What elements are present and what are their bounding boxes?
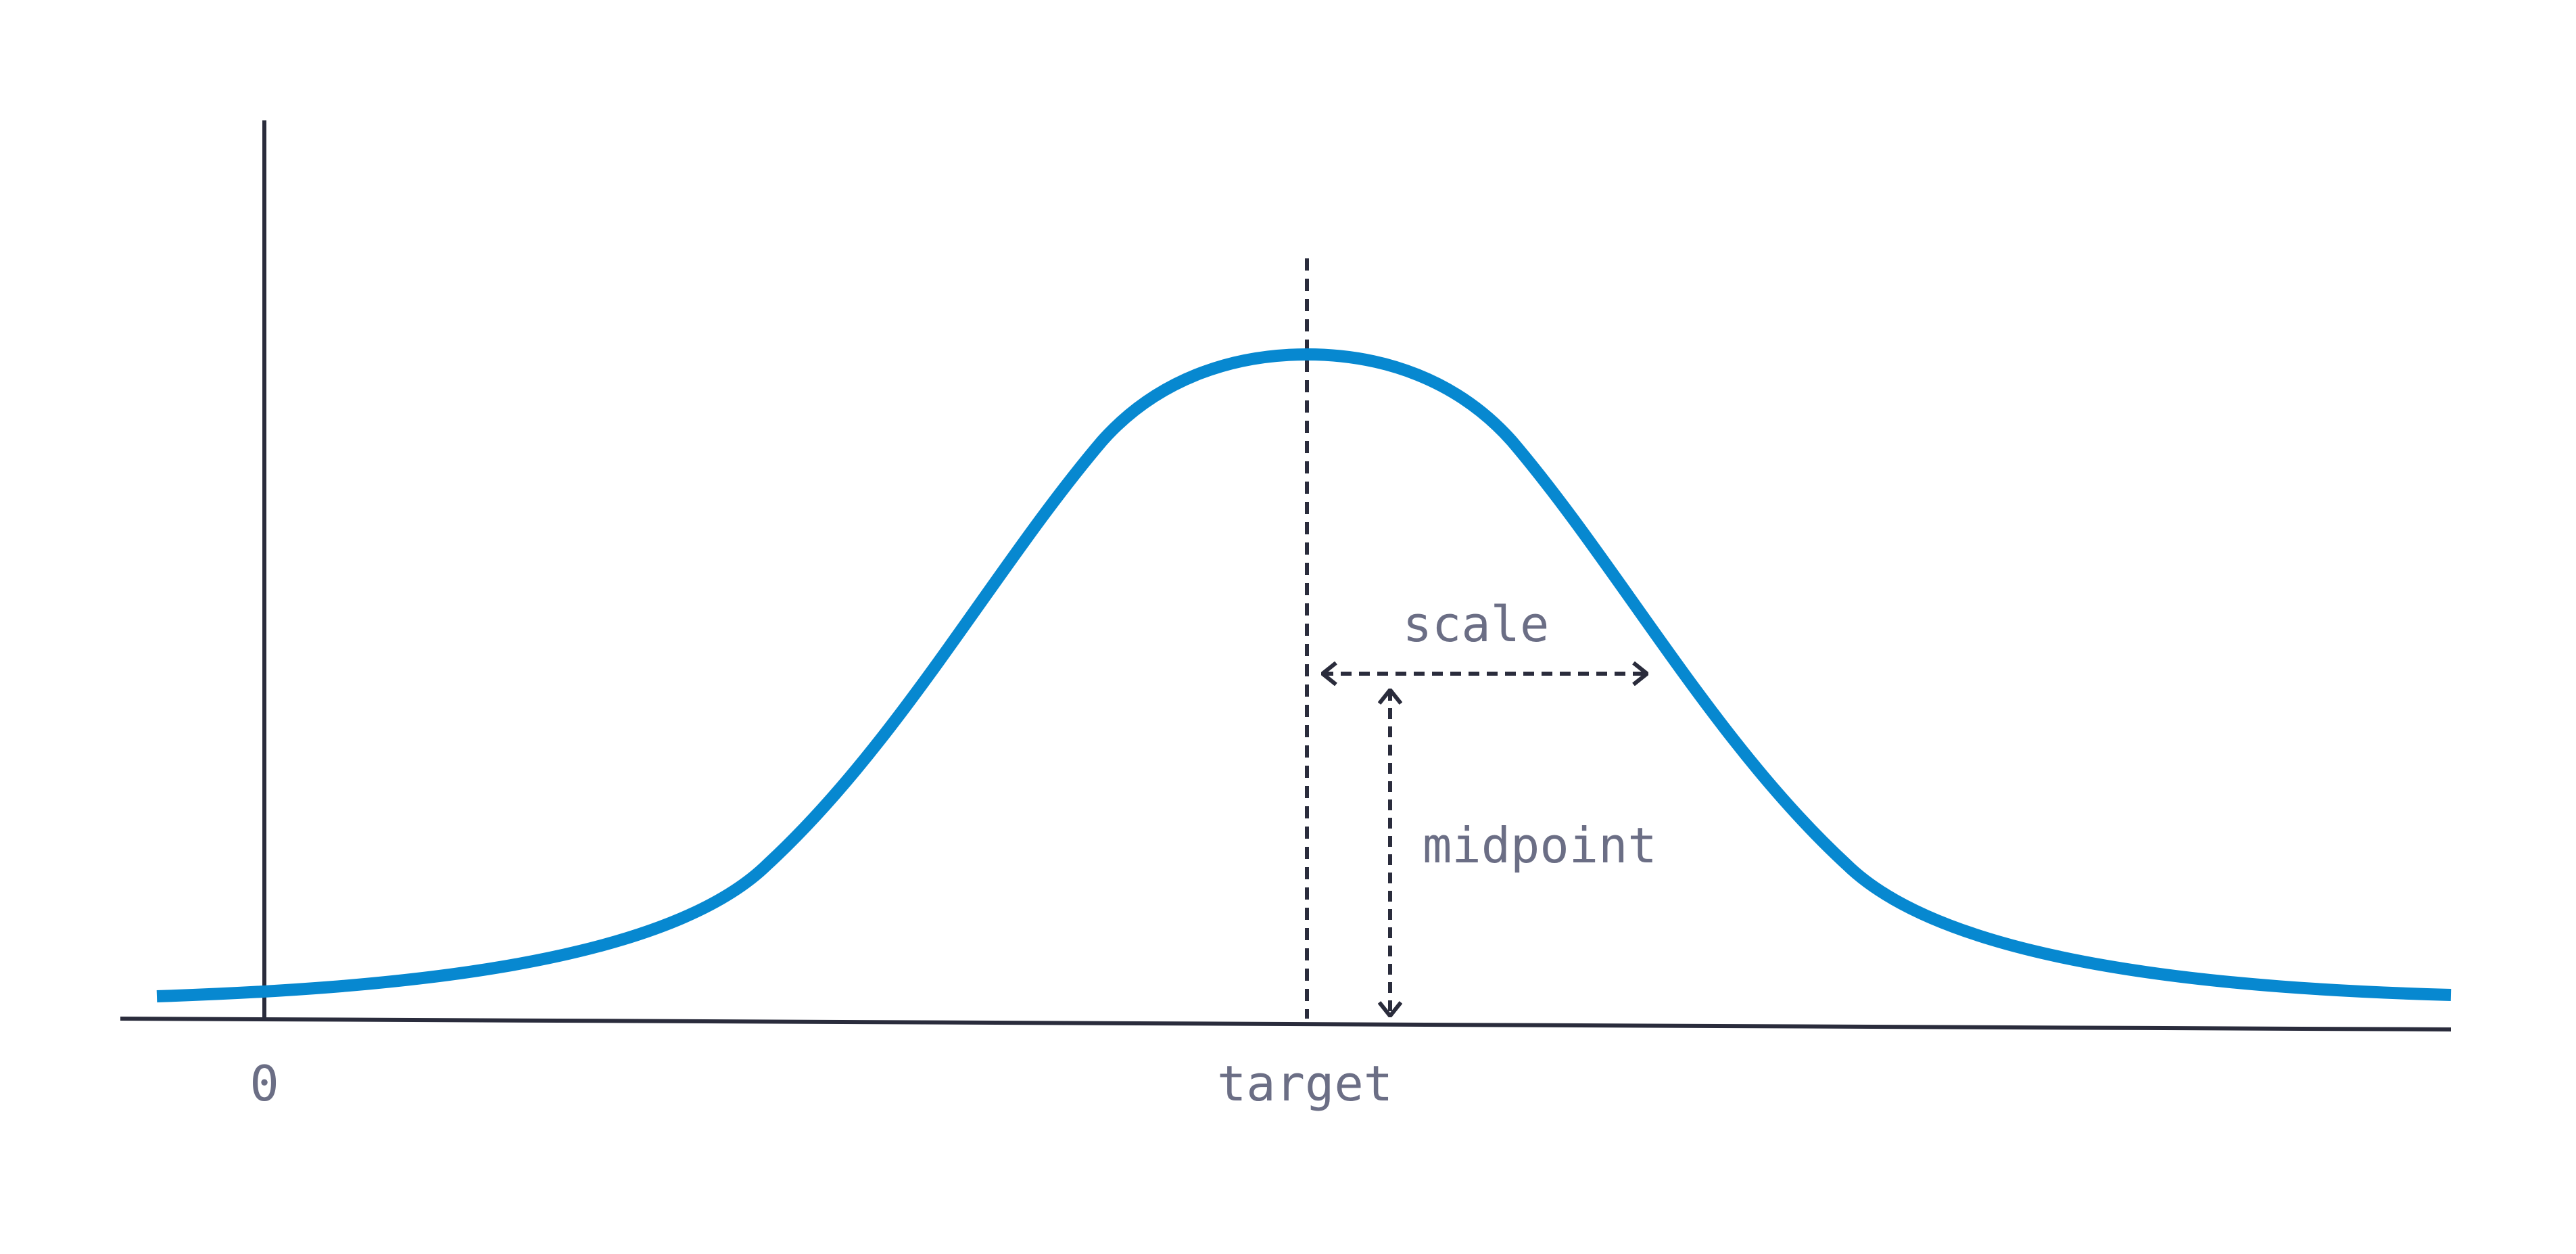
scale-label: scale [1403, 596, 1550, 653]
midpoint-label: midpoint [1423, 817, 1657, 874]
target-label: target [1217, 1055, 1393, 1112]
x-axis [120, 1017, 2452, 1031]
origin-label: 0 [249, 1055, 279, 1112]
bell-curve [156, 348, 2452, 1002]
